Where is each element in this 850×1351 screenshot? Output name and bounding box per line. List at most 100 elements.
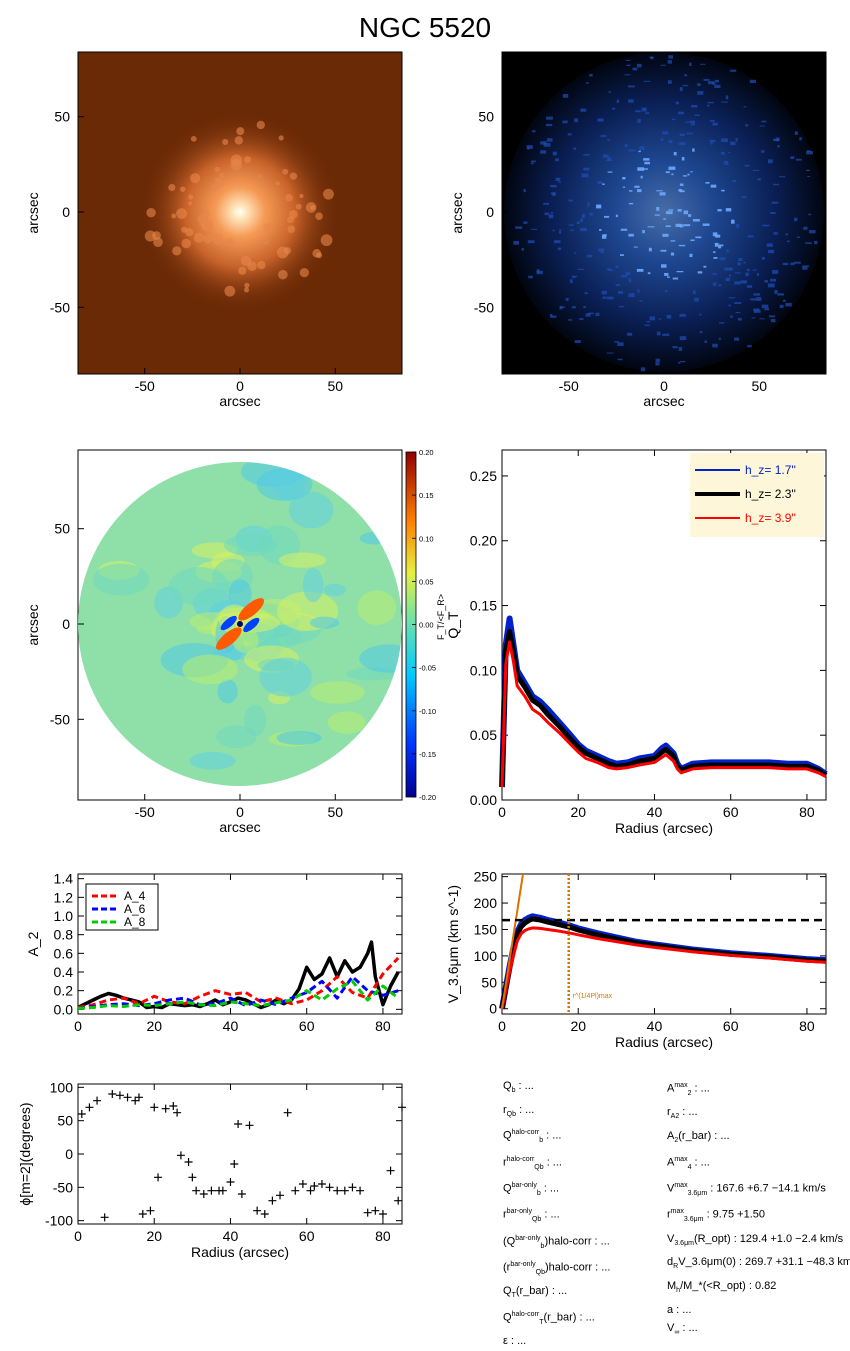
image-y-tick-label: -50 [50, 299, 70, 315]
residual-knot [753, 310, 761, 313]
residual-knot [571, 306, 576, 309]
galaxy-knot [201, 218, 214, 231]
residual-knot [678, 189, 683, 192]
residual-knot [515, 226, 523, 229]
residual-knot [581, 173, 589, 178]
galaxy-knot [267, 226, 273, 232]
residual-knot [718, 284, 722, 287]
residual-knot [684, 74, 687, 77]
residual-knot [656, 190, 663, 192]
residual-knot [543, 202, 550, 205]
residual-knot [600, 251, 604, 254]
residual-knot [612, 107, 616, 110]
phi-point [356, 1186, 365, 1195]
y-tick-label: 1.0 [54, 908, 74, 924]
residual-knot [664, 272, 669, 276]
image-y-axis-label: arcsec [449, 192, 465, 233]
residual-knot [773, 183, 780, 186]
residual-knot [703, 265, 707, 268]
residual-knot [756, 297, 762, 301]
x-axis-label: Radius (arcsec) [615, 820, 713, 836]
force-blob [92, 563, 150, 596]
residual-knot [637, 119, 641, 123]
y-tick-label: 0.10 [470, 662, 497, 678]
residual-knot [656, 206, 660, 211]
image-x-tick-label: 0 [236, 378, 244, 394]
residual-knot [665, 289, 668, 293]
galaxy-knot [320, 234, 333, 247]
residual-knot [565, 297, 569, 301]
residual-knot [767, 159, 773, 164]
residual-knot [531, 228, 538, 230]
phi-point [188, 1173, 197, 1182]
residual-knot [557, 181, 562, 183]
image-x-axis-label: arcsec [219, 819, 260, 835]
force-blob [189, 751, 236, 770]
phi-point [100, 1213, 109, 1222]
residual-knot [730, 69, 737, 72]
residual-knot [779, 304, 784, 309]
residual-knot [553, 240, 561, 244]
residual-knot [580, 218, 583, 223]
residual-knot [639, 300, 643, 302]
residual-knot [647, 226, 655, 228]
residual-knot [625, 59, 631, 61]
residual-knot [678, 244, 686, 247]
residual-knot [560, 306, 565, 309]
force-blob [359, 644, 402, 673]
residual-knot [730, 267, 733, 271]
plot-frame [77, 873, 403, 1015]
image-y-tick-label: 0 [62, 204, 70, 220]
residual-knot [661, 264, 667, 268]
y-tick-label: 0 [65, 1146, 73, 1162]
residual-knot [730, 315, 733, 318]
series-line-a-6 [77, 975, 399, 1010]
residual-knot [702, 223, 710, 226]
info-row: (rbar-onlyQb)halo-corr : ... [503, 1261, 611, 1276]
info-row: A2(r_bar) : ... [667, 1130, 730, 1145]
residual-knot [699, 331, 703, 334]
residual-knot [600, 135, 607, 137]
residual-knot [712, 232, 718, 237]
phi-point [138, 1210, 147, 1218]
residual-knot [550, 315, 557, 318]
residual-knot [690, 120, 696, 124]
residual-knot [645, 112, 650, 115]
residual-knot [660, 138, 664, 142]
residual-knot [719, 257, 726, 261]
residual-knot [697, 91, 704, 95]
y-tick-label: 50 [57, 1113, 73, 1129]
residual-knot [735, 272, 741, 274]
residual-knot [684, 121, 692, 123]
residual-knot [672, 277, 679, 280]
residual-knot [673, 152, 677, 156]
y-tick-label: 0.05 [470, 727, 497, 743]
residual-knot [743, 106, 747, 108]
colorbar-tick-label: 0.10 [419, 534, 434, 543]
residual-knot [646, 321, 651, 323]
residual-knot [721, 101, 728, 103]
residual-knot [764, 280, 769, 283]
phi-point [134, 1093, 143, 1102]
residual-knot [779, 176, 786, 178]
galaxy-knot [180, 186, 186, 192]
residual-knot [743, 261, 746, 264]
phi-point [378, 1210, 387, 1218]
phi-point [348, 1183, 357, 1192]
residual-knot [682, 84, 689, 87]
residual-knot [552, 192, 556, 197]
residual-knot [544, 212, 549, 216]
residual-knot [762, 224, 770, 227]
galaxy-knot [316, 252, 323, 259]
residual-knot [547, 138, 553, 142]
galaxy-knot [288, 210, 298, 219]
legend-label: A_8 [124, 915, 146, 929]
residual-knot [802, 266, 808, 270]
image-panel-forcemap: 0.20 0.15 0.10 0.05 0.00 -0.05 -0.10 -0.15 -0.20… [77, 448, 446, 802]
residual-knot [723, 160, 729, 164]
residual-knot [794, 261, 801, 264]
residual-knot [806, 151, 814, 155]
info-row: Qb : ... [503, 1080, 534, 1095]
force-blob [272, 463, 306, 501]
legend-label: h_z= 3.9'' [745, 511, 796, 525]
